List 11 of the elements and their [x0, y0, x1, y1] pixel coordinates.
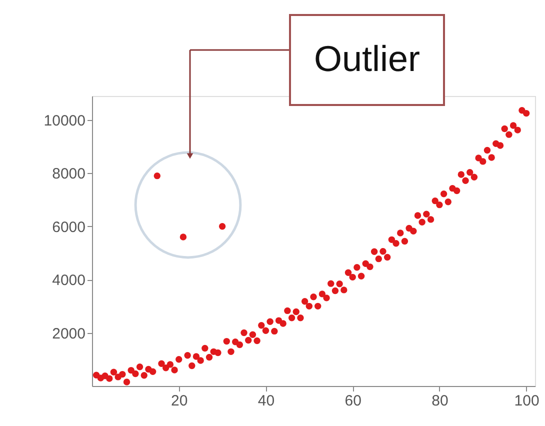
y-tick-label: 2000 [52, 325, 86, 342]
y-tick-label: 6000 [52, 218, 86, 236]
x-tick-label: 40 [258, 392, 275, 410]
x-tick-label: 20 [171, 392, 188, 410]
y-tick-label: 8000 [52, 166, 86, 183]
y-tick-label: 4000 [52, 272, 86, 290]
y-tick-label: 10000 [44, 112, 86, 130]
text: Outlier [314, 38, 420, 79]
x-tick-label: 60 [344, 392, 362, 410]
x-tick-label: 100 [514, 392, 540, 410]
x-tick-label: 80 [432, 392, 448, 410]
